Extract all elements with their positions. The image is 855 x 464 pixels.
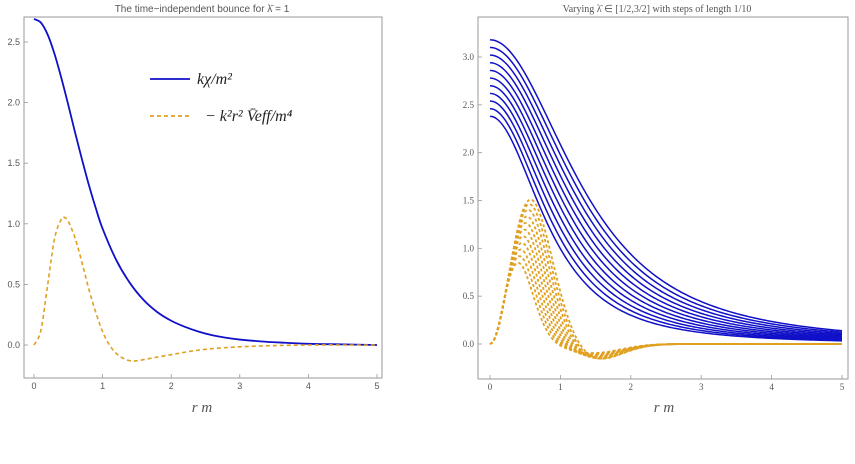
left-x-tick-label: 2 [169,381,174,391]
left-y-tick-label: 1.5 [7,158,20,168]
right-y-tick-label: 3.0 [463,52,475,62]
right-y-tick-label: 1.5 [463,196,475,206]
left-y-tick-label: 2.5 [7,37,20,47]
right-x-axis-label: r m [654,400,675,416]
right-chart-title: Varying λ̄ ∈ [1/2,3/2] with steps of len… [563,4,752,15]
left-plot-frame [23,16,383,379]
right-y-tick-label: 0.5 [463,291,475,301]
left-x-tick-label: 0 [31,381,36,391]
right-x-tick-label: 2 [629,382,634,392]
family-blue-curve [489,69,843,337]
legend-entry-v-eff: − k²r² V̄eff/m⁴ [205,108,293,125]
legend-entry-k-chi: kχ/m² [197,71,233,88]
family-blue-curve [489,107,843,341]
right-x-axis: 0 1 2 3 4 5 [488,375,845,392]
family-blue-curve [489,46,843,333]
family-blue-curve [489,54,843,335]
left-y-tick-label: 2.0 [7,98,20,108]
left-chart: The time−independent bounce for λ̄ = 1 0… [7,4,383,416]
left-x-tick-label: 3 [237,381,242,391]
family-orange-curve [489,198,842,360]
right-x-tick-label: 4 [769,382,774,392]
left-x-tick-label: 5 [374,381,379,391]
right-plot-frame [477,16,849,380]
left-x-tick-label: 4 [306,381,311,391]
family-blue-curve [489,39,843,332]
left-x-axis-label: r m [192,400,213,416]
series-line-k-chi [33,18,378,346]
family-blue-curve [489,100,843,341]
right-series-group [489,39,843,360]
family-blue-curve [489,61,843,336]
left-x-tick-label: 1 [100,381,105,391]
left-y-axis: 0.0 0.5 1.0 1.5 2.0 2.5 [7,37,28,350]
right-x-tick-label: 0 [488,382,493,392]
left-y-tick-label: 1.0 [7,219,20,229]
right-x-tick-label: 5 [840,382,845,392]
left-y-tick-label: 0.0 [7,340,20,350]
right-x-tick-label: 3 [699,382,704,392]
left-legend: kχ/m² − k²r² V̄eff/m⁴ [150,71,293,125]
left-y-tick-label: 0.5 [7,279,20,289]
right-y-tick-label: 1.0 [463,243,475,253]
family-blue-curve [489,77,843,338]
right-chart: Varying λ̄ ∈ [1/2,3/2] with steps of len… [463,4,849,416]
family-blue-curve [489,92,843,340]
right-x-tick-label: 1 [558,382,563,392]
left-x-axis: 0 1 2 3 4 5 [31,374,380,391]
right-y-axis: 0.0 0.5 1.0 1.5 2.0 2.5 3.0 [463,52,482,349]
family-orange-curve [489,203,842,360]
series-line-v-eff [33,216,377,362]
left-series-group [33,18,378,362]
left-chart-title: The time−independent bounce for λ̄ = 1 [115,4,290,15]
right-y-tick-label: 0.0 [463,339,475,349]
family-blue-curve [489,84,843,339]
family-blue-curve [489,115,843,342]
right-y-tick-label: 2.5 [463,100,475,110]
right-y-tick-label: 2.0 [463,148,475,158]
